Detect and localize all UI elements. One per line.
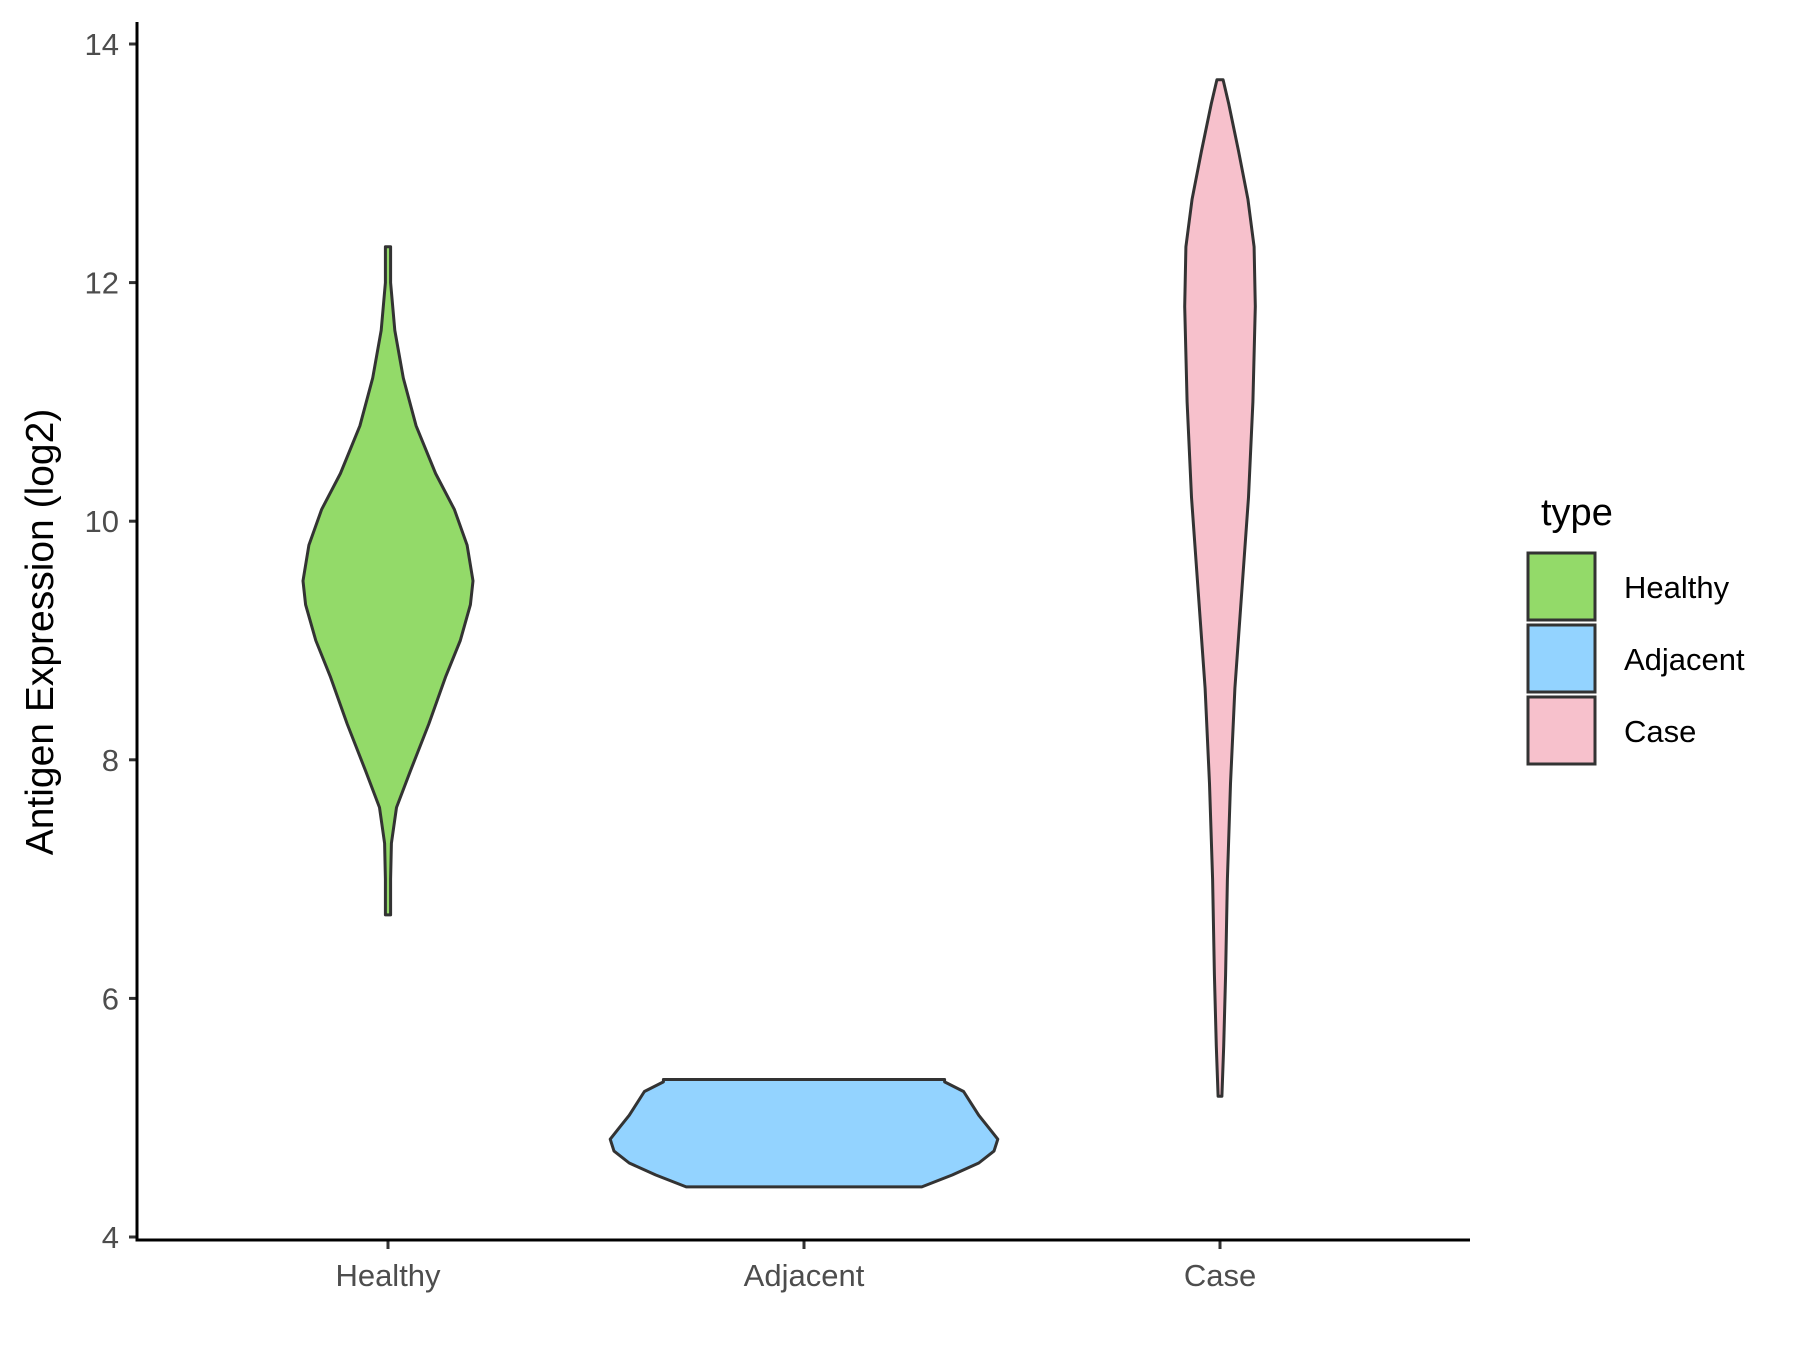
legend-title: type (1541, 492, 1613, 534)
legend-label-healthy: Healthy (1624, 570, 1730, 605)
legend-label-case: Case (1624, 714, 1696, 749)
legend-label-adjacent: Adjacent (1624, 642, 1745, 677)
y-axis-ticks: 4 6 8 10 12 14 (85, 27, 137, 1255)
y-tick-label: 10 (85, 504, 119, 539)
y-tick-label: 12 (85, 266, 119, 301)
legend-swatch-case (1526, 695, 1597, 766)
y-axis-title: Antigen Expression (log2) (19, 409, 62, 856)
y-tick-label: 14 (85, 27, 119, 62)
violin-adjacent (608, 1078, 1000, 1189)
legend-swatch-healthy (1526, 551, 1597, 622)
x-tick-label-case: Case (1184, 1258, 1256, 1293)
violin-healthy (301, 245, 475, 917)
violin-layer (301, 78, 1257, 1189)
y-tick-label: 8 (102, 743, 119, 778)
y-tick-label: 4 (102, 1220, 119, 1255)
violin-case (1183, 78, 1257, 1098)
legend-swatch-adjacent (1526, 623, 1597, 694)
x-tick-label-healthy: Healthy (335, 1258, 441, 1293)
legend: type Healthy Adjacent Case (1526, 492, 1745, 766)
x-tick-label-adjacent: Adjacent (744, 1258, 865, 1293)
y-tick-label: 6 (102, 981, 119, 1016)
x-axis-ticks: Healthy Adjacent Case (335, 1240, 1256, 1293)
